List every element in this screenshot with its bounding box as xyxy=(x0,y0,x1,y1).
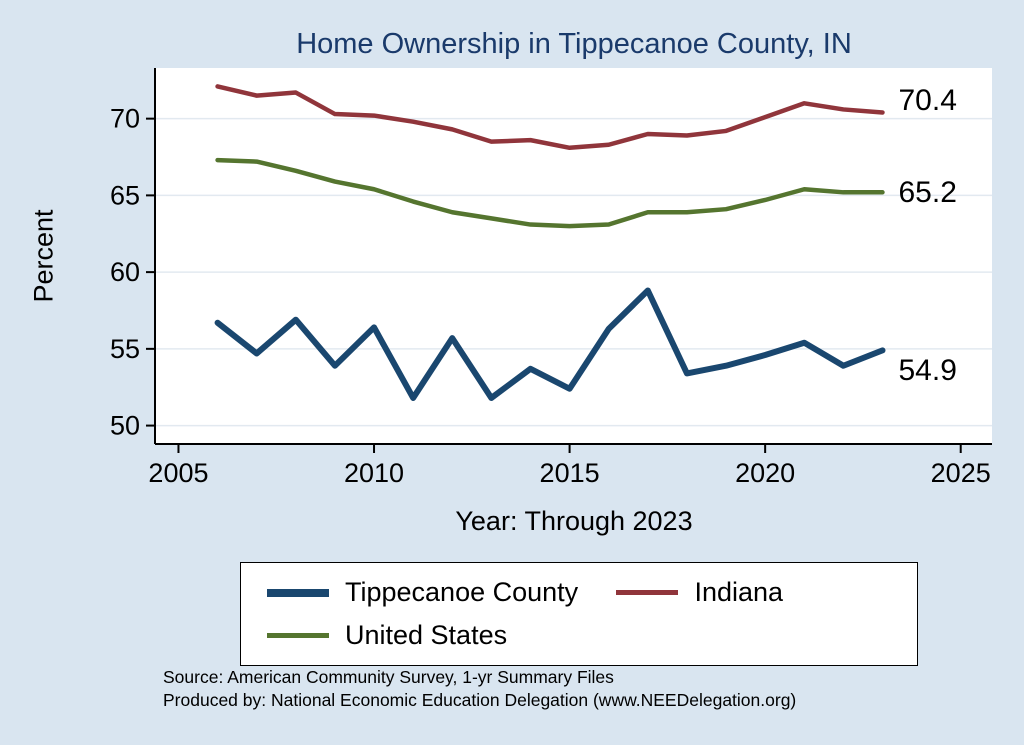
end-label-indiana: 70.4 xyxy=(898,84,956,117)
chart-title: Home Ownership in Tippecanoe County, IN xyxy=(296,28,852,60)
x-tick-label: 2025 xyxy=(931,458,991,488)
x-tick-label: 2020 xyxy=(735,458,795,488)
x-tick-label: 2005 xyxy=(148,458,208,488)
y-tick-label: 70 xyxy=(110,104,140,134)
legend-label-tippecanoe-county: Tippecanoe County xyxy=(345,577,579,607)
legend-label-united-states: United States xyxy=(345,620,508,650)
end-label-united-states: 65.2 xyxy=(898,176,956,209)
legend: Tippecanoe County Indiana United States xyxy=(240,562,918,666)
series-line-indiana xyxy=(215,84,885,151)
legend-swatch-indiana xyxy=(616,590,679,595)
legend-grid: Tippecanoe County Indiana United States xyxy=(267,577,891,651)
series-line-united-states xyxy=(215,157,885,229)
y-tick-label: 65 xyxy=(110,180,140,210)
plot-area: 50 55 60 65 70 2005 2010 2015 2020 2025 54.9 70.4 65… xyxy=(110,68,992,488)
y-tick-label: 60 xyxy=(110,257,140,287)
legend-item-tippecanoe-county: Tippecanoe County xyxy=(267,577,616,608)
legend-swatch-united-states xyxy=(267,633,329,638)
series-line-tippecanoe-county xyxy=(214,287,886,401)
x-tick-label: 2015 xyxy=(540,458,600,488)
source-line-1: Source: American Community Survey, 1-yr … xyxy=(163,667,614,687)
y-tick-label: 50 xyxy=(110,411,140,441)
end-label-tippecanoe-county: 54.9 xyxy=(898,354,956,387)
source-line-2: Produced by: National Economic Education… xyxy=(163,690,797,711)
x-axis-title: Year: Through 2023 xyxy=(455,506,693,536)
x-tick-label: 2010 xyxy=(344,458,404,488)
legend-swatch-tippecanoe-county xyxy=(267,588,329,597)
legend-item-united-states: United States xyxy=(267,620,616,651)
legend-item-indiana: Indiana xyxy=(616,577,891,608)
y-tick-label: 55 xyxy=(110,334,140,364)
legend-label-indiana: Indiana xyxy=(694,577,784,607)
source-note: Source: American Community Survey, 1-yr … xyxy=(163,666,796,712)
